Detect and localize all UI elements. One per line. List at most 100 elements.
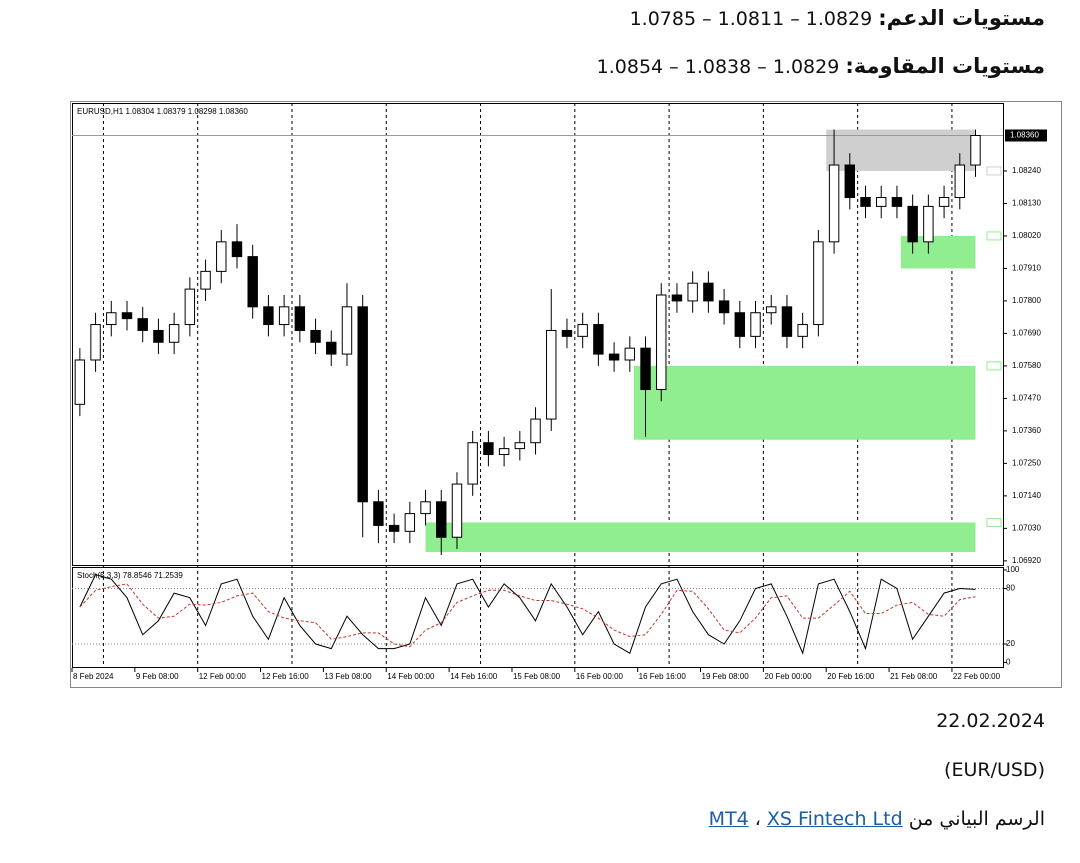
candle-body bbox=[436, 501, 447, 538]
candle-body bbox=[703, 282, 714, 302]
x-tick-label: 16 Feb 16:00 bbox=[639, 672, 687, 681]
candle-body bbox=[121, 312, 133, 320]
x-tick-label: 16 Feb 00:00 bbox=[576, 672, 624, 681]
candle-body bbox=[247, 256, 258, 308]
candle-body bbox=[624, 347, 636, 361]
candle-body bbox=[231, 241, 243, 258]
chart: EURUSD,H1 1.08304 1.08379 1.08298 1.0836… bbox=[70, 101, 1062, 688]
candle-body bbox=[828, 164, 840, 243]
candle-body bbox=[326, 341, 337, 355]
candle-body bbox=[546, 329, 557, 420]
candle-body bbox=[498, 448, 510, 456]
zone-tag bbox=[986, 231, 1002, 241]
x-tick-label: 20 Feb 16:00 bbox=[827, 672, 875, 681]
source-line: الرسم البياني من MT4 ، XS Fintech Ltd bbox=[709, 808, 1045, 830]
source-link[interactable]: XS Fintech Ltd bbox=[766, 808, 903, 830]
resistance-line: مستويات المقاومة: 1.0829 – 1.0838 – 1.08… bbox=[597, 54, 1045, 78]
y-tick-label: 1.07910 bbox=[1012, 264, 1041, 273]
candle-body bbox=[813, 241, 824, 326]
y-tick-label: 1.07800 bbox=[1012, 296, 1041, 305]
x-tick-label: 20 Feb 00:00 bbox=[764, 672, 812, 681]
x-tick-label: 22 Feb 00:00 bbox=[953, 672, 1001, 681]
candle-body bbox=[388, 524, 400, 532]
zone bbox=[826, 129, 976, 171]
candle-body bbox=[718, 300, 730, 314]
x-tick-label: 8 Feb 2024 bbox=[73, 672, 114, 681]
candle-body bbox=[530, 418, 541, 444]
candle-body bbox=[278, 306, 290, 326]
candle-body bbox=[90, 324, 101, 361]
x-tick-label: 19 Feb 08:00 bbox=[702, 672, 750, 681]
indicator-frame bbox=[72, 567, 1004, 668]
x-tick-label: 15 Feb 08:00 bbox=[513, 672, 561, 681]
zone-tag bbox=[986, 166, 1002, 176]
candle-body bbox=[106, 312, 117, 326]
candle-body bbox=[357, 306, 368, 503]
candle-body bbox=[593, 324, 604, 355]
candle-body bbox=[860, 197, 871, 207]
date: 22.02.2024 bbox=[936, 710, 1045, 732]
x-tick-label: 12 Feb 00:00 bbox=[199, 672, 247, 681]
y-tick-label: 1.07470 bbox=[1012, 394, 1041, 403]
support-label: مستويات الدعم: bbox=[878, 6, 1045, 30]
candle-body bbox=[200, 270, 211, 290]
y-tick-label: 1.08020 bbox=[1012, 231, 1041, 240]
y-tick-label: 1.07580 bbox=[1012, 361, 1041, 370]
candle-body bbox=[640, 347, 651, 391]
x-tick-label: 13 Feb 08:00 bbox=[324, 672, 372, 681]
candle-body bbox=[938, 197, 950, 207]
candle-body bbox=[373, 501, 384, 526]
indicator-tick-label: 0 bbox=[1006, 658, 1011, 667]
candle-body bbox=[608, 353, 620, 361]
candle-body bbox=[844, 164, 856, 199]
support-values: 1.0829 – 1.0811 – 1.0785 bbox=[629, 8, 873, 30]
x-tick-label: 14 Feb 16:00 bbox=[450, 672, 498, 681]
candle-body bbox=[74, 359, 86, 405]
pair: (EUR/USD) bbox=[944, 759, 1045, 781]
candle-body bbox=[577, 324, 588, 337]
indicator-label: Stoch(5,3,3) 78.8546 71.2539 bbox=[77, 571, 183, 580]
candle-body bbox=[750, 312, 761, 337]
y-tick-label: 1.07690 bbox=[1012, 329, 1041, 338]
x-tick-label: 12 Feb 16:00 bbox=[262, 672, 310, 681]
zone bbox=[425, 522, 976, 553]
last-price-box bbox=[1005, 129, 1047, 142]
y-tick-label: 1.06920 bbox=[1012, 556, 1041, 565]
candle-body bbox=[216, 241, 227, 272]
candle-body bbox=[891, 197, 903, 207]
resistance-values: 1.0829 – 1.0838 – 1.0854 bbox=[596, 56, 840, 78]
candle-body bbox=[876, 197, 887, 207]
candle-body bbox=[797, 324, 808, 337]
candle-body bbox=[310, 329, 321, 343]
indicator-tick-label: 100 bbox=[1006, 565, 1020, 574]
x-tick-label: 14 Feb 00:00 bbox=[387, 672, 435, 681]
chart-header: EURUSD,H1 1.08304 1.08379 1.08298 1.0836… bbox=[77, 107, 248, 116]
y-tick-label: 1.08130 bbox=[1012, 199, 1041, 208]
y-tick-label: 1.07360 bbox=[1012, 426, 1041, 435]
x-tick-label: 21 Feb 08:00 bbox=[890, 672, 938, 681]
indicator-line bbox=[79, 583, 976, 648]
zone bbox=[633, 365, 976, 440]
candle-body bbox=[184, 288, 196, 326]
candle-body bbox=[341, 306, 353, 355]
zone-tag bbox=[986, 517, 1002, 527]
source-link[interactable]: MT4 bbox=[708, 808, 749, 830]
y-tick-label: 1.07140 bbox=[1012, 491, 1041, 500]
candle-body bbox=[168, 324, 180, 343]
candle-body bbox=[766, 306, 777, 314]
candle-body bbox=[734, 312, 746, 337]
candle-body bbox=[514, 442, 526, 450]
source-label: الرسم البياني من bbox=[908, 808, 1045, 830]
candle-body bbox=[263, 306, 274, 326]
source-separator: ، bbox=[754, 808, 761, 830]
resistance-label: مستويات المقاومة: bbox=[845, 54, 1045, 78]
candle-body bbox=[781, 306, 793, 337]
candle-body bbox=[467, 442, 478, 485]
candle-body bbox=[153, 329, 164, 343]
candle-body bbox=[954, 164, 966, 199]
y-tick-label: 1.07250 bbox=[1012, 458, 1041, 467]
y-tick-label: 1.08240 bbox=[1012, 166, 1041, 175]
plot-frame bbox=[72, 103, 1004, 566]
